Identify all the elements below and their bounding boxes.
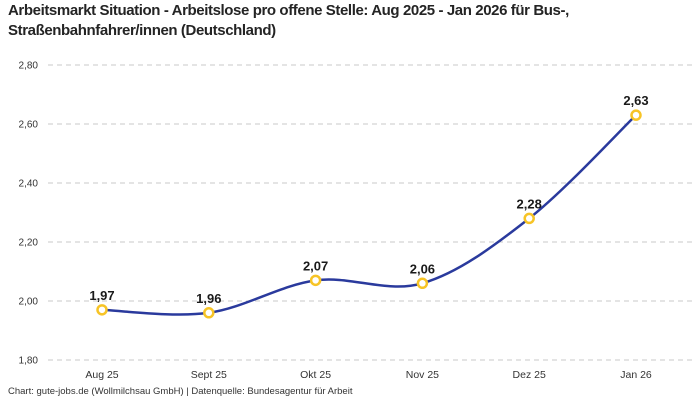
data-point-marker xyxy=(416,277,429,290)
y-tick-label: 2,80 xyxy=(19,61,39,72)
data-point-marker xyxy=(309,274,322,287)
x-tick-label: Dez 25 xyxy=(513,369,546,381)
chart-credit: Chart: gute-jobs.de (Wollmilchsau GmbH) … xyxy=(8,386,353,397)
y-tick-label: 2,20 xyxy=(19,238,39,249)
x-tick-label: Okt 25 xyxy=(300,369,331,381)
data-point-label: 1,97 xyxy=(89,288,114,303)
data-point-label: 1,96 xyxy=(196,291,221,306)
data-point-marker xyxy=(630,109,642,121)
data-point-marker xyxy=(203,307,215,319)
data-point-label: 2,06 xyxy=(410,261,435,276)
data-point-label: 2,63 xyxy=(623,93,648,108)
data-point-marker xyxy=(96,304,108,316)
x-tick-label: Sept 25 xyxy=(191,369,227,381)
y-tick-label: 2,00 xyxy=(19,297,39,308)
x-tick-label: Jan 26 xyxy=(620,369,652,381)
x-tick-label: Nov 25 xyxy=(406,369,439,381)
y-tick-label: 2,60 xyxy=(19,120,39,131)
x-tick-label: Aug 25 xyxy=(85,369,118,381)
data-point-label: 2,07 xyxy=(303,258,328,273)
data-point-marker xyxy=(523,212,535,225)
y-tick-label: 1,80 xyxy=(19,356,39,367)
series-line xyxy=(100,113,638,316)
chart-title: Arbeitsmarkt Situation - Arbeitslose pro… xyxy=(8,2,569,39)
y-tick-label: 2,40 xyxy=(19,179,39,190)
data-point-label: 2,28 xyxy=(517,196,542,211)
